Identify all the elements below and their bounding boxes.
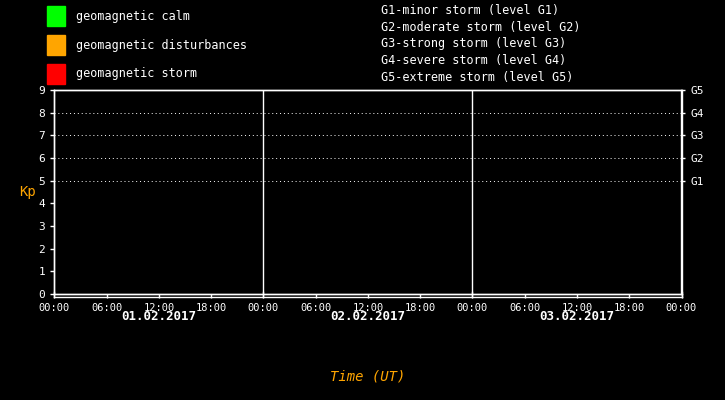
Bar: [47, 35, 65, 55]
Text: G5-extreme storm (level G5): G5-extreme storm (level G5): [381, 71, 573, 84]
Text: Time (UT): Time (UT): [331, 369, 405, 383]
Text: G1-minor storm (level G1): G1-minor storm (level G1): [381, 4, 559, 17]
Text: geomagnetic disturbances: geomagnetic disturbances: [76, 38, 247, 52]
Text: G2-moderate storm (level G2): G2-moderate storm (level G2): [381, 20, 580, 34]
Bar: [47, 64, 65, 84]
Text: geomagnetic calm: geomagnetic calm: [76, 10, 190, 23]
Text: G4-severe storm (level G4): G4-severe storm (level G4): [381, 54, 566, 67]
Text: 01.02.2017: 01.02.2017: [121, 310, 196, 323]
Bar: [47, 6, 65, 26]
Text: 02.02.2017: 02.02.2017: [331, 310, 405, 323]
Text: geomagnetic storm: geomagnetic storm: [76, 67, 197, 80]
Y-axis label: Kp: Kp: [19, 185, 36, 199]
Text: 03.02.2017: 03.02.2017: [539, 310, 615, 323]
Text: G3-strong storm (level G3): G3-strong storm (level G3): [381, 37, 566, 50]
